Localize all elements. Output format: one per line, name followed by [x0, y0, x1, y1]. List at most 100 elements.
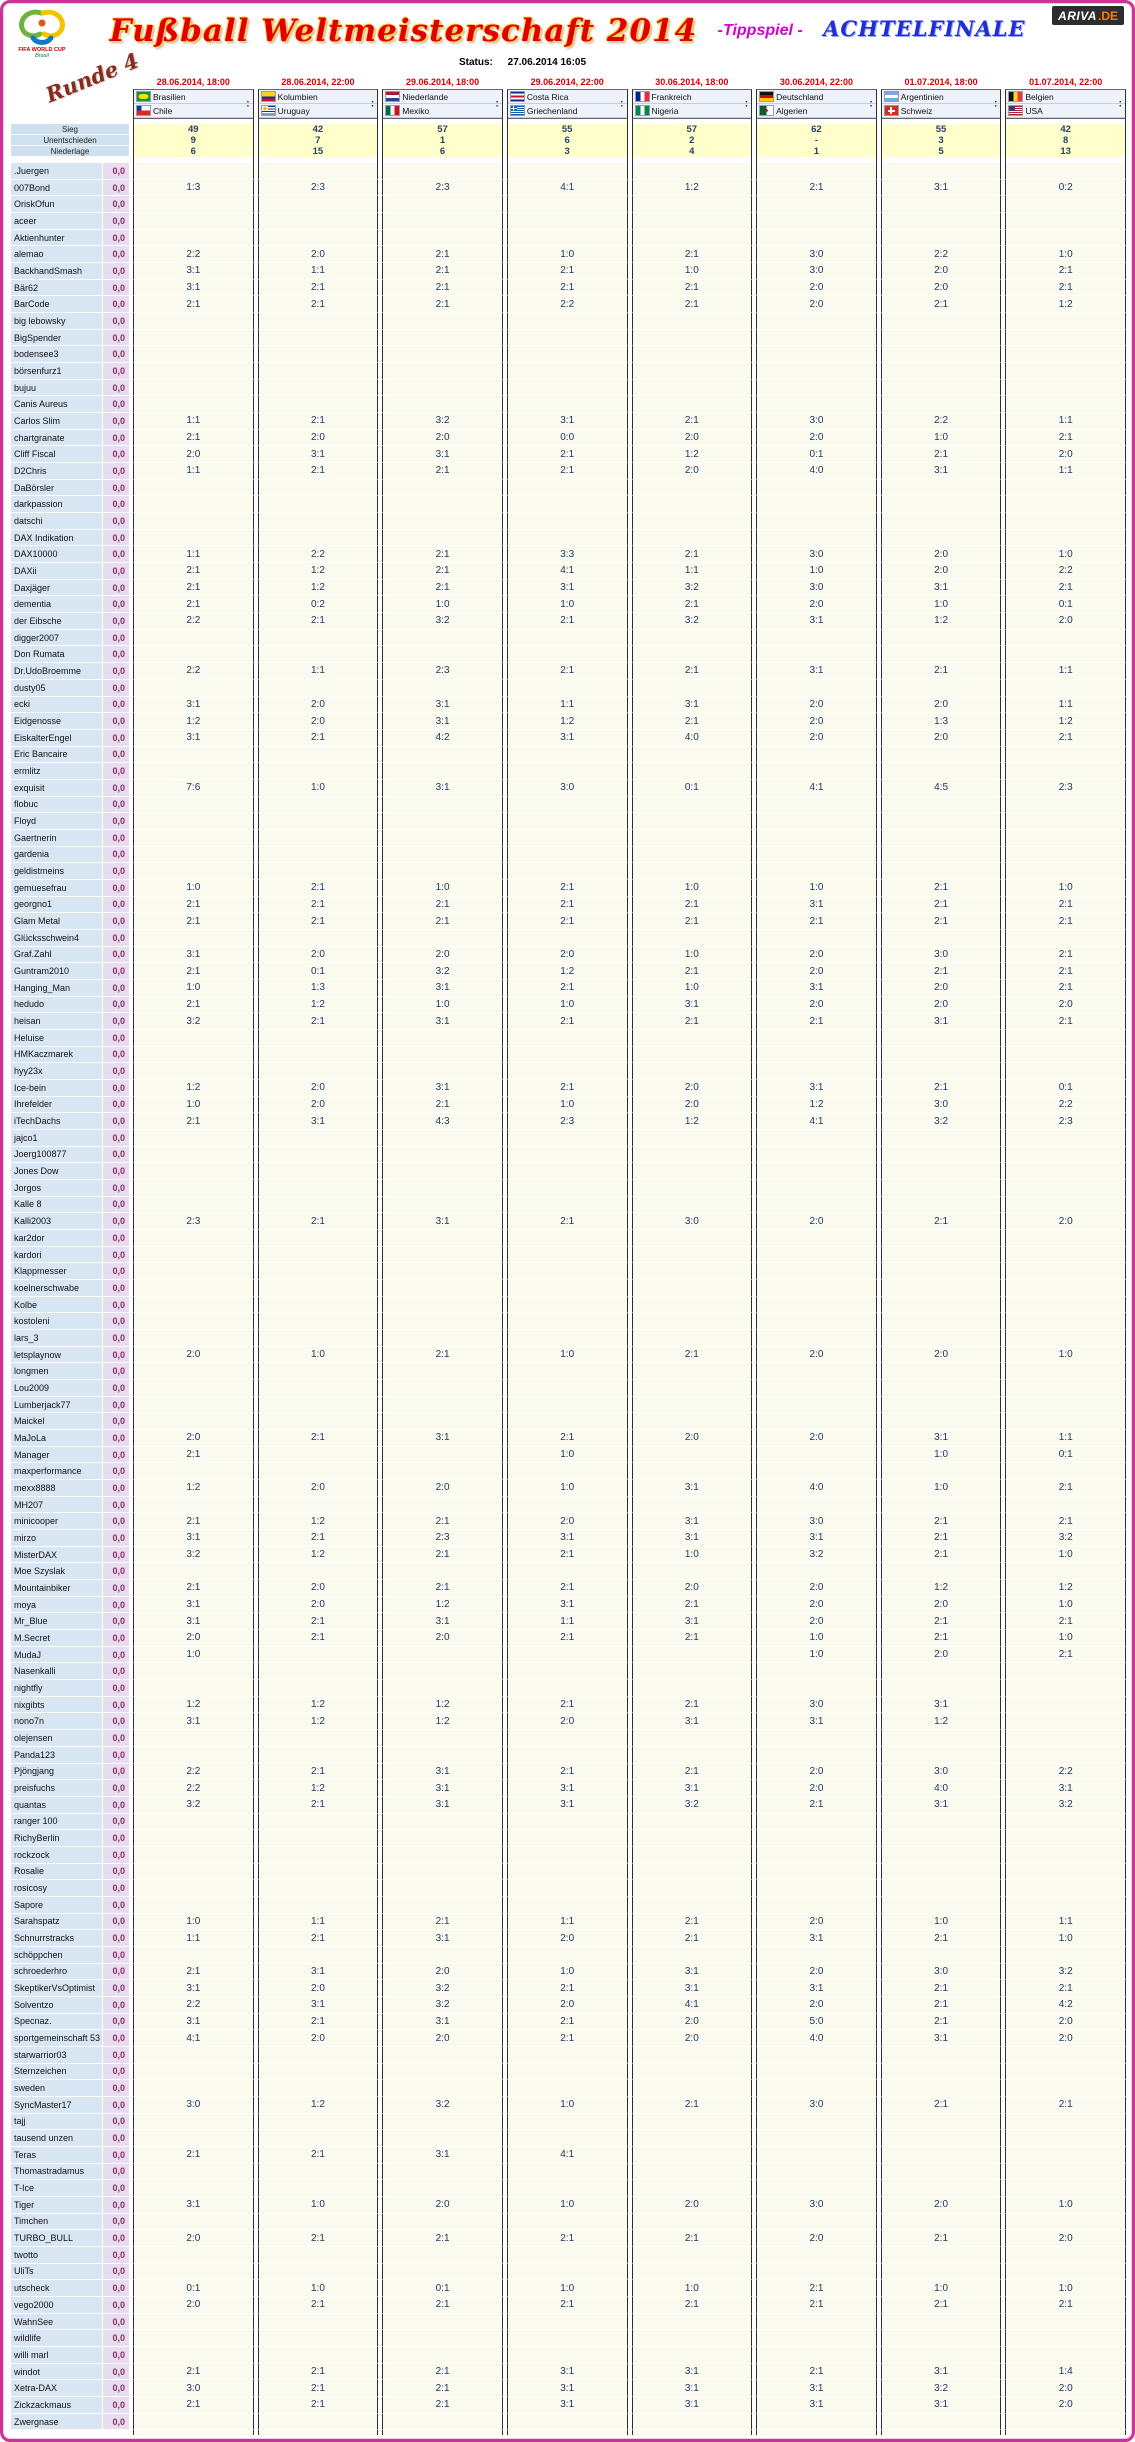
player-points[interactable]: 0,0: [103, 1346, 129, 1364]
prediction-cell[interactable]: [631, 2413, 753, 2431]
prediction-cell[interactable]: [880, 1496, 1002, 1514]
prediction-cell[interactable]: [133, 479, 254, 497]
prediction-cell[interactable]: [880, 1863, 1002, 1881]
prediction-cell[interactable]: 2:1: [506, 1630, 628, 1647]
prediction-cell[interactable]: [631, 329, 753, 347]
prediction-cell[interactable]: 2:0: [631, 1580, 753, 1597]
player-points[interactable]: 0,0: [103, 2213, 129, 2231]
prediction-cell[interactable]: 1:0: [133, 879, 254, 897]
player-name[interactable]: Klappmesser: [11, 1263, 103, 1281]
prediction-cell[interactable]: [880, 2313, 1002, 2331]
player-name[interactable]: Solventzo: [11, 1996, 103, 2014]
prediction-cell[interactable]: [631, 646, 753, 664]
player-points[interactable]: 0,0: [103, 1813, 129, 1831]
prediction-cell[interactable]: 2:1: [506, 2013, 628, 2031]
player-name[interactable]: WahnSee: [11, 2313, 103, 2331]
prediction-cell[interactable]: [506, 163, 628, 180]
prediction-cell[interactable]: 3:1: [382, 713, 503, 730]
prediction-cell[interactable]: 2:0: [756, 1780, 877, 1797]
prediction-cell[interactable]: [506, 1880, 628, 1897]
player-points[interactable]: 0,0: [103, 1013, 129, 1030]
prediction-cell[interactable]: [880, 513, 1002, 530]
prediction-cell[interactable]: [1005, 229, 1126, 247]
prediction-cell[interactable]: [257, 1396, 379, 1414]
prediction-cell[interactable]: [880, 196, 1002, 214]
prediction-cell[interactable]: [631, 1896, 753, 1914]
prediction-cell[interactable]: 2:1: [133, 1580, 254, 1597]
prediction-cell[interactable]: 3:2: [1005, 1963, 1126, 1981]
prediction-cell[interactable]: [880, 479, 1002, 497]
player-name[interactable]: SkeptikerVsOptimist: [11, 1980, 103, 1997]
prediction-cell[interactable]: [506, 829, 628, 847]
prediction-cell[interactable]: [382, 1663, 503, 1681]
prediction-cell[interactable]: 4:1: [756, 1113, 877, 1130]
player-points[interactable]: 0,0: [103, 1946, 129, 1964]
prediction-cell[interactable]: [631, 1663, 753, 1681]
prediction-cell[interactable]: 2:1: [133, 1963, 254, 1981]
prediction-cell[interactable]: [1005, 1730, 1126, 1747]
prediction-cell[interactable]: 2:0: [880, 563, 1002, 580]
player-points[interactable]: 0,0: [103, 1446, 129, 1464]
prediction-cell[interactable]: [1005, 1563, 1126, 1581]
prediction-cell[interactable]: [382, 1730, 503, 1747]
prediction-cell[interactable]: 2:1: [1005, 896, 1126, 914]
prediction-cell[interactable]: 3:1: [382, 696, 503, 714]
prediction-cell[interactable]: 2:0: [257, 946, 379, 964]
prediction-cell[interactable]: 3:1: [133, 1713, 254, 1731]
prediction-cell[interactable]: 3:1: [506, 1780, 628, 1797]
prediction-cell[interactable]: [631, 2313, 753, 2331]
player-name[interactable]: M.Secret: [11, 1630, 103, 1647]
prediction-cell[interactable]: [1005, 513, 1126, 530]
prediction-cell[interactable]: [506, 1196, 628, 1214]
prediction-cell[interactable]: 3:0: [756, 546, 877, 564]
player-name[interactable]: T-Ice: [11, 2180, 103, 2197]
prediction-cell[interactable]: 1:2: [257, 1713, 379, 1731]
player-points[interactable]: 0,0: [103, 1263, 129, 1281]
prediction-cell[interactable]: [257, 329, 379, 347]
prediction-cell[interactable]: 1:0: [880, 2280, 1002, 2297]
prediction-cell[interactable]: [631, 2347, 753, 2364]
prediction-cell[interactable]: [257, 1946, 379, 1964]
prediction-cell[interactable]: [506, 1946, 628, 1964]
player-points[interactable]: 0,0: [103, 2196, 129, 2214]
prediction-cell[interactable]: 1:0: [880, 1480, 1002, 1497]
prediction-cell[interactable]: 2:1: [506, 2297, 628, 2314]
prediction-cell[interactable]: [506, 1563, 628, 1581]
prediction-cell[interactable]: 3:2: [880, 1113, 1002, 1130]
prediction-cell[interactable]: [506, 396, 628, 414]
player-points[interactable]: 0,0: [103, 463, 129, 480]
prediction-cell[interactable]: [631, 1396, 753, 1414]
prediction-cell[interactable]: 2:3: [382, 1530, 503, 1547]
prediction-cell[interactable]: 2:1: [631, 246, 753, 264]
player-name[interactable]: exquisit: [11, 779, 103, 797]
player-name[interactable]: Teras: [11, 2146, 103, 2164]
prediction-cell[interactable]: 2:1: [756, 2280, 877, 2297]
prediction-cell[interactable]: [1005, 1296, 1126, 1314]
prediction-cell[interactable]: 2:1: [506, 463, 628, 480]
prediction-cell[interactable]: 1:1: [506, 1613, 628, 1631]
prediction-cell[interactable]: 2:2: [133, 246, 254, 264]
prediction-cell[interactable]: 1:3: [257, 979, 379, 997]
prediction-cell[interactable]: [133, 1813, 254, 1831]
prediction-cell[interactable]: [506, 2113, 628, 2131]
prediction-cell[interactable]: 4:2: [1005, 1996, 1126, 2014]
prediction-cell[interactable]: [382, 496, 503, 514]
prediction-cell[interactable]: 3:1: [382, 1079, 503, 1097]
prediction-cell[interactable]: [1005, 2063, 1126, 2081]
player-points[interactable]: 0,0: [103, 2113, 129, 2131]
prediction-cell[interactable]: [631, 213, 753, 230]
prediction-cell[interactable]: 2:1: [756, 2297, 877, 2314]
prediction-cell[interactable]: [133, 2246, 254, 2264]
prediction-cell[interactable]: [1005, 1046, 1126, 1064]
prediction-cell[interactable]: 2:0: [756, 1913, 877, 1931]
prediction-cell[interactable]: 2:1: [133, 596, 254, 614]
prediction-cell[interactable]: 2:3: [1005, 1113, 1126, 1130]
prediction-cell[interactable]: 3:1: [133, 1596, 254, 1614]
prediction-cell[interactable]: 2:1: [631, 2297, 753, 2314]
prediction-cell[interactable]: [382, 1830, 503, 1847]
prediction-cell[interactable]: [506, 1146, 628, 1164]
player-name[interactable]: MaJoLa: [11, 1430, 103, 1447]
prediction-cell[interactable]: [756, 1263, 877, 1281]
prediction-cell[interactable]: 1:0: [880, 596, 1002, 614]
prediction-cell[interactable]: [1005, 2046, 1126, 2064]
